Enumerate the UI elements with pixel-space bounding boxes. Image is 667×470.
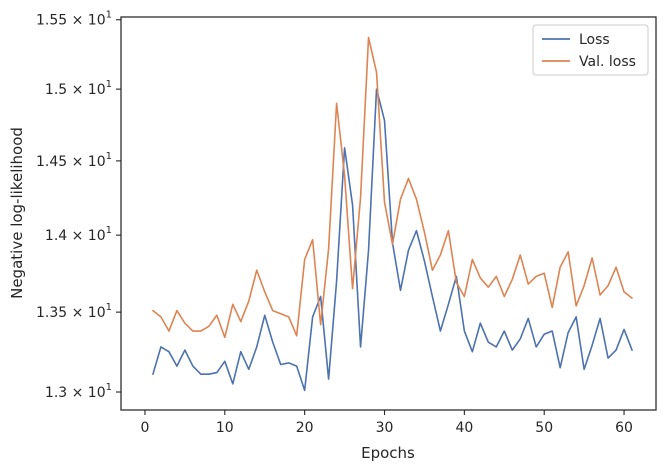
x-tick-label: 40 — [455, 420, 473, 436]
x-tick-label: 10 — [216, 420, 234, 436]
x-axis: 0 10 20 30 40 50 60 — [140, 410, 633, 436]
y-tick-label: 1.5 × 101 — [45, 79, 112, 98]
x-tick-label: 30 — [376, 420, 394, 436]
legend-entry-loss: Loss — [579, 32, 610, 48]
x-axis-label: Epochs — [361, 444, 415, 462]
legend: Loss Val. loss — [532, 24, 649, 76]
x-tick-label: 60 — [615, 420, 633, 436]
series-layer — [152, 36, 633, 392]
y-tick-label: 1.4 × 101 — [45, 225, 112, 244]
y-tick-label: 1.55 × 101 — [36, 10, 112, 29]
y-tick-label: 1.35 × 101 — [36, 302, 112, 321]
legend-box — [532, 24, 649, 76]
legend-entry-val-loss: Val. loss — [579, 54, 636, 70]
series-line-val-loss — [152, 36, 633, 339]
plot-frame — [120, 16, 657, 411]
x-tick-label: 20 — [296, 420, 314, 436]
y-tick-label: 1.3 × 101 — [45, 382, 112, 401]
y-axis-label: Negative log-likelihood — [8, 127, 26, 299]
y-tick-label: 1.45 × 101 — [36, 151, 112, 170]
y-axis: 1.3 × 101 1.35 × 101 1.4 × 101 1.45 × 101 1.… — [36, 10, 121, 401]
x-tick-label: 0 — [140, 420, 149, 436]
x-tick-label: 50 — [535, 420, 553, 436]
